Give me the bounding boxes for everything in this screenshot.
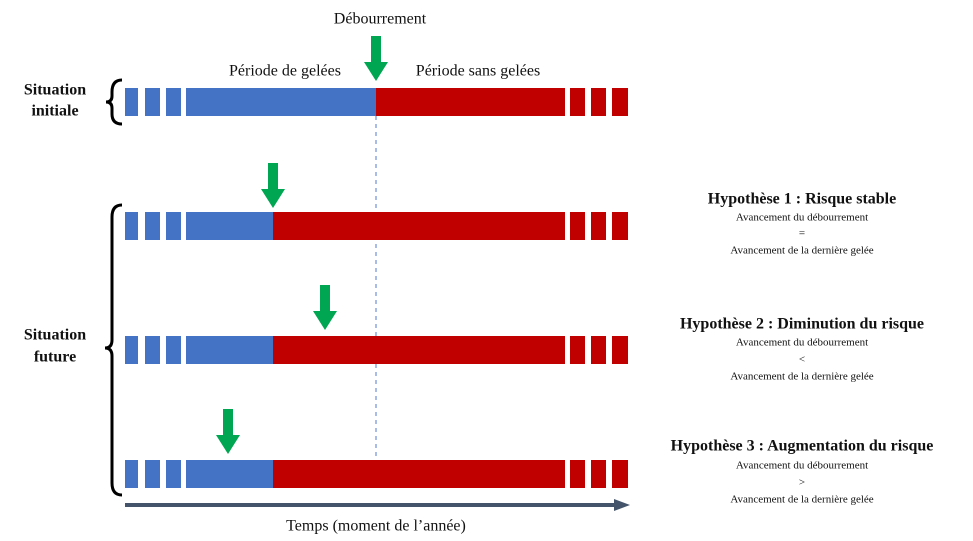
hypothesis-line: Avancement du débourrement	[736, 337, 868, 349]
row	[125, 163, 628, 240]
hypothesis-line: Avancement du débourrement	[736, 212, 868, 224]
hypothesis-line: <	[799, 354, 805, 366]
row	[125, 409, 628, 488]
period-label: Période sans gelées	[416, 63, 540, 80]
hypothesis-line: Avancement du débourrement	[736, 460, 868, 472]
situation-label: Situation	[24, 82, 86, 99]
row	[125, 285, 628, 364]
bracket	[105, 78, 123, 126]
hypothesis-line: =	[799, 228, 805, 240]
top-label: Débourrement	[334, 11, 427, 28]
situation-label: initiale	[31, 103, 78, 120]
bracket	[104, 203, 123, 497]
hypothesis-line: >	[799, 477, 805, 489]
row	[125, 88, 628, 116]
hypothesis-title: Hypothèse 2 : Diminution du risque	[680, 316, 924, 333]
time-axis	[125, 499, 630, 511]
period-label: Période de gelées	[229, 63, 341, 80]
hypothesis-line: Avancement de la dernière gelée	[730, 245, 873, 257]
axis-label: Temps (moment de l’année)	[286, 518, 466, 535]
hypothesis-title: Hypothèse 1 : Risque stable	[708, 191, 896, 208]
hypothesis-line: Avancement de la dernière gelée	[730, 494, 873, 506]
hypothesis-title: Hypothèse 3 : Augmentation du risque	[671, 438, 934, 455]
arrow	[364, 36, 388, 81]
situation-label: Situation	[24, 327, 86, 344]
situation-label: future	[34, 349, 76, 366]
hypothesis-line: Avancement de la dernière gelée	[730, 371, 873, 383]
